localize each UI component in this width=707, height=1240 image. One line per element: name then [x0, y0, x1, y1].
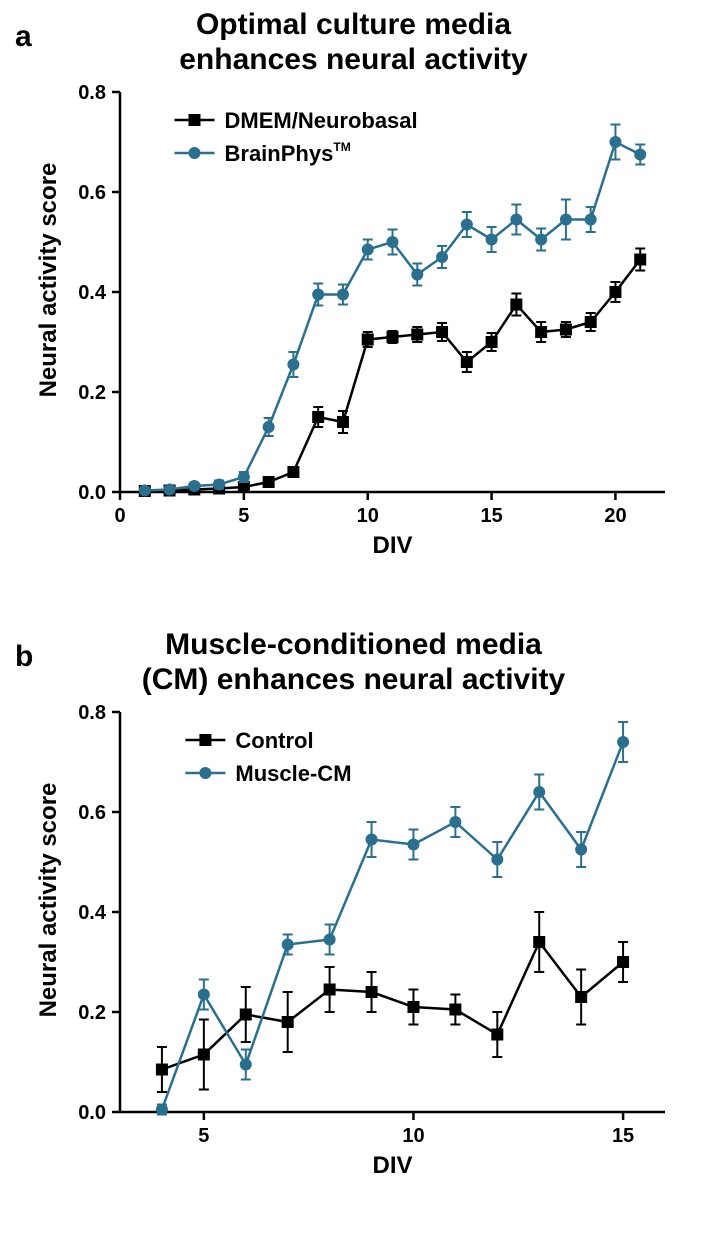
- panel-b-plot: 0.0 0.2 0.4 0.6 0.8 5 10 15 Control Muscle-CM: [0, 620, 707, 1205]
- svg-text:15: 15: [612, 1125, 634, 1147]
- svg-text:20: 20: [604, 505, 626, 527]
- svg-text:0.4: 0.4: [78, 282, 107, 304]
- svg-text:Control: Control: [235, 728, 313, 753]
- panel-b-xlabel: DIV: [120, 1152, 665, 1180]
- svg-text:5: 5: [238, 505, 249, 527]
- svg-text:BrainPhysTM: BrainPhysTM: [225, 140, 351, 166]
- panel-a-xlabel: DIV: [120, 532, 665, 560]
- svg-text:10: 10: [357, 505, 379, 527]
- svg-text:5: 5: [198, 1125, 209, 1147]
- svg-text:10: 10: [402, 1125, 424, 1147]
- svg-text:0: 0: [114, 505, 125, 527]
- svg-text:DMEM/Neurobasal: DMEM/Neurobasal: [225, 108, 418, 133]
- svg-text:15: 15: [480, 505, 502, 527]
- svg-text:0.8: 0.8: [78, 82, 106, 104]
- svg-text:Muscle-CM: Muscle-CM: [235, 761, 351, 786]
- svg-text:0.4: 0.4: [78, 902, 107, 924]
- svg-text:0.6: 0.6: [78, 182, 106, 204]
- svg-text:0.8: 0.8: [78, 702, 106, 724]
- svg-text:0.2: 0.2: [78, 1002, 106, 1024]
- svg-text:0.0: 0.0: [78, 1102, 106, 1124]
- svg-text:0.0: 0.0: [78, 482, 106, 504]
- panel-b: b Muscle-conditioned media (CM) enhances…: [0, 620, 707, 1240]
- svg-text:0.2: 0.2: [78, 382, 106, 404]
- panel-a-plot: 0.0 0.2 0.4 0.6 0.8 0 5 10 15 20 DMEM/Neurobasal Br…: [0, 0, 707, 585]
- figure: a Optimal culture media enhances neural …: [0, 0, 707, 1240]
- svg-text:0.6: 0.6: [78, 802, 106, 824]
- panel-a: a Optimal culture media enhances neural …: [0, 0, 707, 620]
